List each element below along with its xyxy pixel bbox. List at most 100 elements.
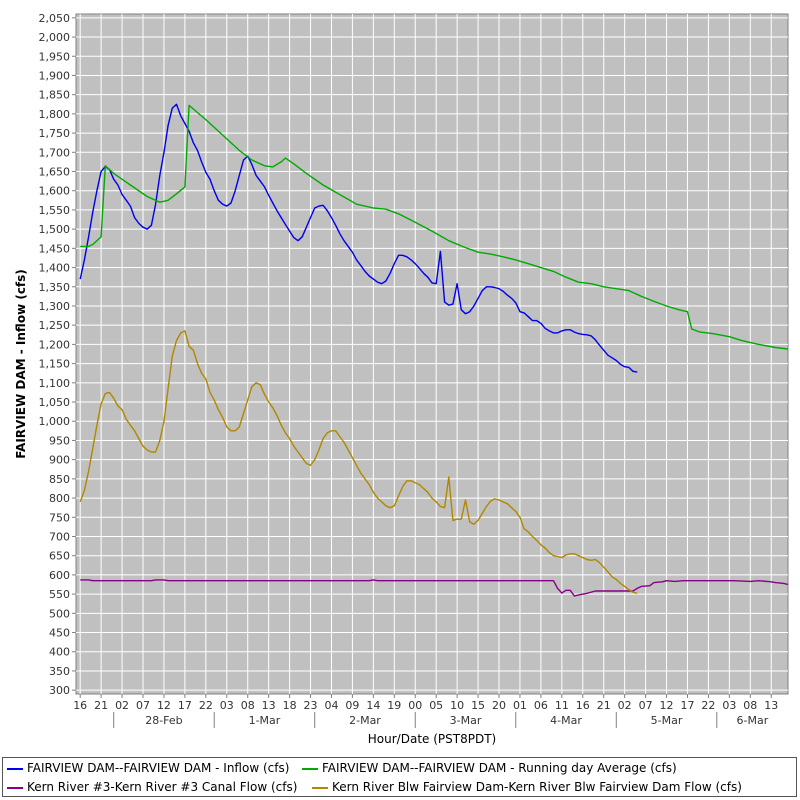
legend-label: Kern River #3-Kern River #3 Canal Flow (…: [27, 780, 298, 794]
x-tick-label: 22: [701, 699, 715, 712]
y-tick-label: 1,050: [39, 396, 71, 409]
y-tick-label: 1,750: [39, 127, 71, 140]
y-tick-label: 1,350: [39, 281, 71, 294]
x-tick-label: 02: [115, 699, 129, 712]
legend-label: FAIRVIEW DAM--FAIRVIEW DAM - Running day…: [322, 761, 677, 775]
y-tick-label: 700: [49, 530, 70, 543]
y-tick-label: 400: [49, 646, 70, 659]
y-tick-label: 2,000: [39, 31, 71, 44]
day-tick-label: 2-Mar: [349, 714, 381, 727]
series-line-2: [80, 104, 789, 350]
x-tick-label: 12: [157, 699, 171, 712]
day-tick-label: 28-Feb: [145, 714, 182, 727]
x-tick-label: 14: [366, 699, 380, 712]
y-tick-label: 750: [49, 511, 70, 524]
y-tick-label: 350: [49, 665, 70, 678]
x-tick-label: 07: [639, 699, 653, 712]
y-tick-label: 550: [49, 588, 70, 601]
x-tick-label: 18: [283, 699, 297, 712]
legend-item: Kern River Blw Fairview Dam-Kern River B…: [310, 780, 742, 796]
series-line-1: [79, 103, 638, 373]
legend-item: Kern River #3-Kern River #3 Canal Flow (…: [5, 780, 297, 796]
x-tick-label: 23: [304, 699, 318, 712]
x-tick-label: 10: [450, 699, 464, 712]
x-tick-label: 15: [471, 699, 485, 712]
y-tick-label: 450: [49, 627, 70, 640]
x-tick-label: 22: [199, 699, 213, 712]
day-tick-label: 4-Mar: [550, 714, 582, 727]
x-tick-label: 03: [220, 699, 234, 712]
x-tick-label: 12: [660, 699, 674, 712]
x-tick-label: 13: [764, 699, 778, 712]
series-line-4: [79, 330, 638, 594]
y-tick-label: 1,700: [39, 146, 71, 159]
day-tick-label: 3-Mar: [450, 714, 482, 727]
x-axis-title: Hour/Date (PST8PDT): [368, 732, 496, 746]
y-tick-label: 1,100: [39, 377, 71, 390]
x-tick-label: 07: [136, 699, 150, 712]
y-tick-label: 2,050: [39, 12, 71, 25]
y-axis-title: FAIRVIEW DAM - Inflow (cfs): [14, 269, 28, 459]
y-tick-label: 800: [49, 492, 70, 505]
x-tick-label: 03: [722, 699, 736, 712]
y-tick-label: 850: [49, 473, 70, 486]
series-lines: [79, 103, 789, 597]
y-tick-label: 1,000: [39, 415, 71, 428]
x-tick-label: 21: [597, 699, 611, 712]
y-tick-label: 1,450: [39, 242, 71, 255]
y-tick-label: 1,550: [39, 204, 71, 217]
y-tick-label: 1,950: [39, 50, 71, 63]
x-tick-label: 02: [618, 699, 632, 712]
y-tick-label: 1,250: [39, 319, 71, 332]
x-tick-label: 16: [73, 699, 87, 712]
y-tick-label: 1,850: [39, 89, 71, 102]
legend-label: FAIRVIEW DAM--FAIRVIEW DAM - Inflow (cfs…: [27, 761, 290, 775]
legend-swatch: [7, 767, 23, 770]
legend: FAIRVIEW DAM--FAIRVIEW DAM - Inflow (cfs…: [2, 757, 797, 797]
y-tick-label: 950: [49, 434, 70, 447]
y-tick-label: 1,900: [39, 69, 71, 82]
x-tick-label: 05: [429, 699, 443, 712]
legend-swatch: [312, 786, 328, 789]
legend-swatch: [302, 767, 318, 770]
y-tick-label: 1,500: [39, 223, 71, 236]
series-line-3: [80, 579, 789, 597]
x-tick-label: 17: [178, 699, 192, 712]
y-tick-label: 1,400: [39, 262, 71, 275]
y-tick-label: 1,600: [39, 185, 71, 198]
x-tick-label: 16: [576, 699, 590, 712]
plot-area: [75, 13, 789, 695]
day-tick-label: 1-Mar: [249, 714, 281, 727]
x-axis-hour-ticks: 16 21 02 07 12 17 22 03 08 13 18 23 04 09 14 19 00 05 10 15…: [73, 694, 778, 712]
x-tick-label: 09: [345, 699, 359, 712]
y-tick-label: 600: [49, 569, 70, 582]
x-tick-label: 01: [513, 699, 527, 712]
y-tick-label: 1,150: [39, 358, 71, 371]
day-tick-label: 5-Mar: [651, 714, 683, 727]
x-tick-label: 21: [94, 699, 108, 712]
y-tick-label: 500: [49, 607, 70, 620]
legend-swatch: [7, 786, 23, 789]
day-tick-label: 6-Mar: [737, 714, 769, 727]
legend-item: FAIRVIEW DAM--FAIRVIEW DAM - Running day…: [300, 761, 677, 777]
legend-item: FAIRVIEW DAM--FAIRVIEW DAM - Inflow (cfs…: [5, 761, 289, 777]
x-tick-label: 08: [241, 699, 255, 712]
y-tick-label: 300: [49, 684, 70, 697]
y-tick-label: 1,200: [39, 338, 71, 351]
x-tick-label: 06: [534, 699, 548, 712]
x-tick-label: 11: [555, 699, 569, 712]
y-tick-label: 900: [49, 454, 70, 467]
x-tick-label: 04: [324, 699, 338, 712]
legend-label: Kern River Blw Fairview Dam-Kern River B…: [332, 780, 742, 794]
x-axis-day-ticks: 28-Feb 1-Mar 2-Mar 3-Mar 4-Mar 5-Mar 6-Mar: [113, 712, 769, 728]
x-tick-label: 08: [743, 699, 757, 712]
y-tick-label: 1,300: [39, 300, 71, 313]
y-tick-label: 1,800: [39, 108, 71, 121]
x-tick-label: 20: [492, 699, 506, 712]
y-tick-label: 650: [49, 550, 70, 563]
y-tick-label: 1,650: [39, 166, 71, 179]
y-axis-ticks: 300 350 400 450 500 550 600 650 700 750 800 850 900 9…: [39, 12, 76, 697]
x-tick-label: 17: [680, 699, 694, 712]
x-tick-label: 13: [262, 699, 276, 712]
